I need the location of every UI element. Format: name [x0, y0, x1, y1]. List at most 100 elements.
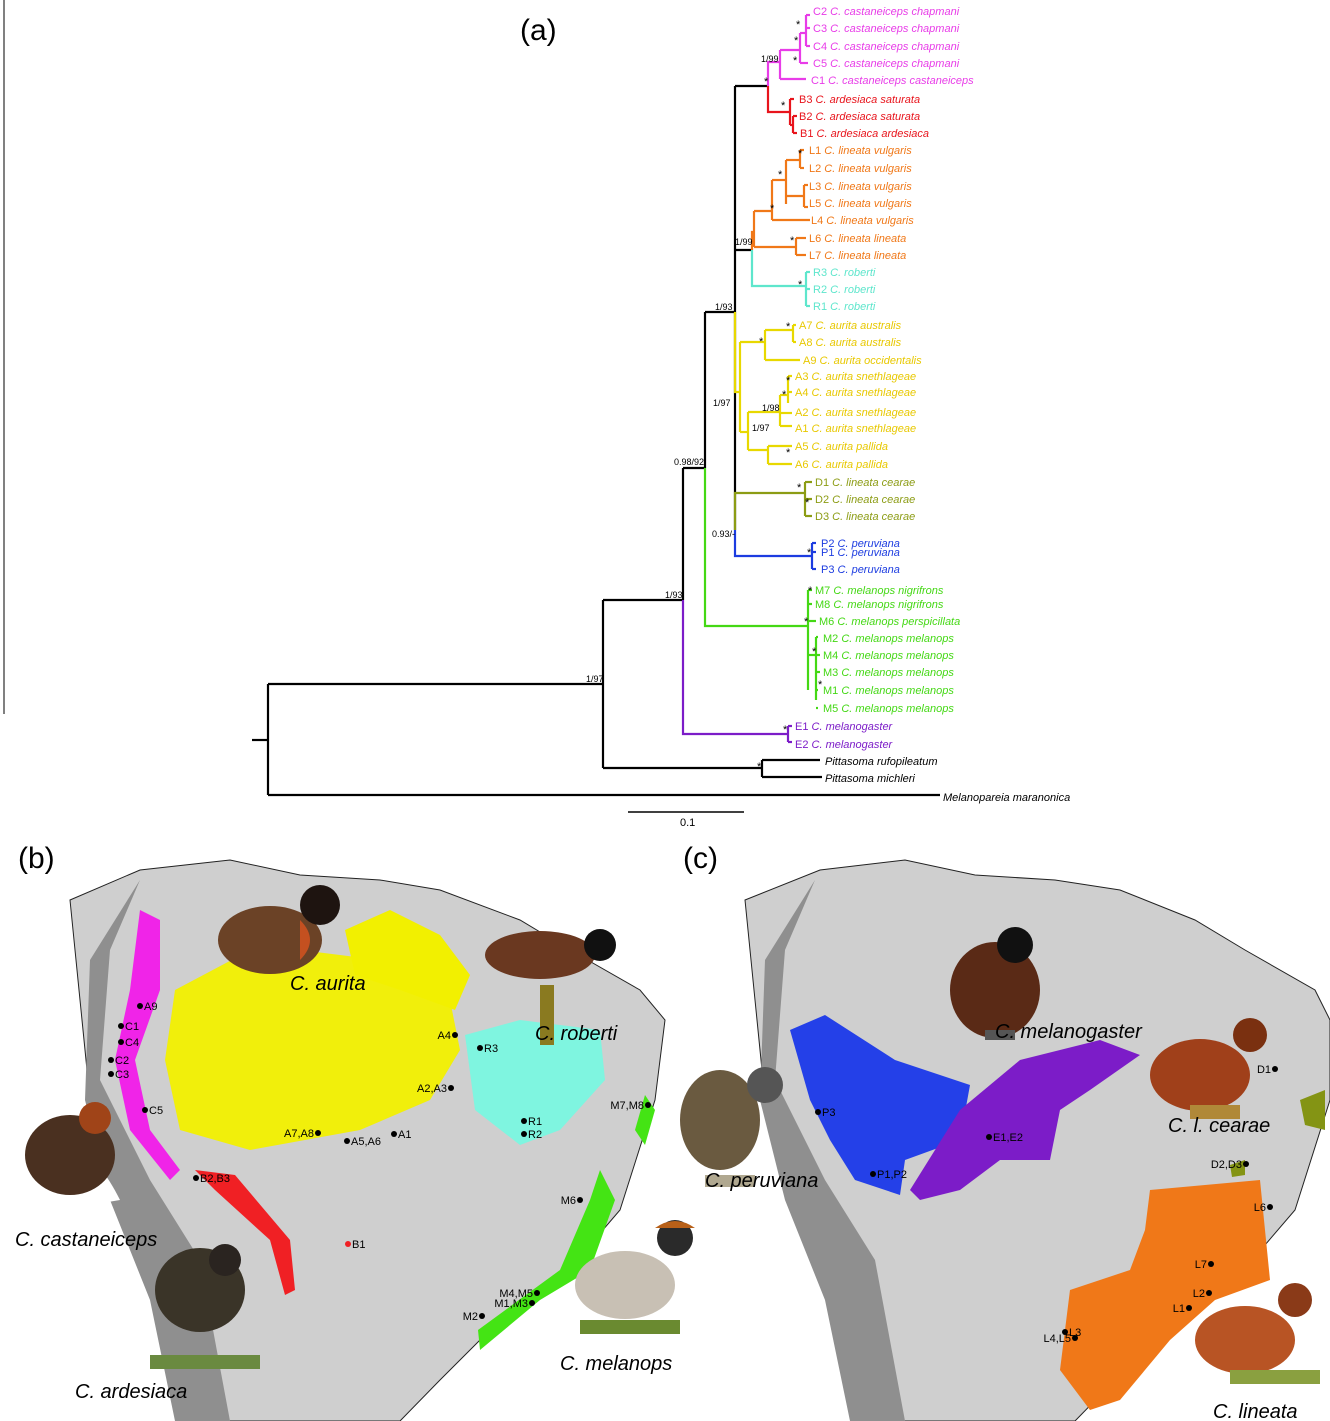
support-labels: 1/99 1/99 1/93 1/97 1/98 1/97 0.98/92 0.93/- 1/9…	[586, 54, 780, 684]
tip-label: C3 C. castaneiceps chapmani	[813, 23, 960, 35]
tip-species: C. melanops melanops	[841, 650, 954, 662]
locality-label: P1,P2	[877, 1169, 907, 1181]
tip-code: D3	[815, 511, 832, 523]
tip-code: M8	[815, 599, 833, 611]
tip-code: L6	[809, 233, 824, 245]
svg-text:*: *	[807, 547, 812, 559]
locality-dot	[521, 1118, 527, 1124]
tip-label: B2 C. ardesiaca saturata	[799, 111, 920, 123]
tip-code: L2	[809, 163, 824, 175]
tip-label: E1 C. melanogaster	[795, 721, 894, 733]
locality-dot	[345, 1241, 351, 1247]
range-melanops-north	[635, 1095, 655, 1145]
locality-label: M2	[463, 1311, 478, 1323]
tip-species: C. castaneiceps chapmani	[830, 58, 960, 70]
tip-code: E2	[795, 739, 812, 751]
locality-dot	[391, 1131, 397, 1137]
svg-text:*: *	[770, 203, 775, 215]
tip-species: C. peruviana	[838, 547, 900, 559]
tip-label: M6 C. melanops perspicillata	[819, 616, 960, 628]
tip-label: D2 C. lineata cearae	[815, 494, 915, 506]
locality-dot	[118, 1023, 124, 1029]
locality-label: E1,E2	[993, 1132, 1023, 1144]
tip-label: D1 C. lineata cearae	[815, 477, 915, 489]
tip-species: C. aurita pallida	[812, 441, 888, 453]
tip-code: C3	[813, 23, 830, 35]
locality-dot	[193, 1175, 199, 1181]
locality-label: L1	[1173, 1303, 1185, 1315]
locality-label: R1	[528, 1116, 542, 1128]
locality-label: M6	[561, 1195, 576, 1207]
tip-code: P2	[821, 538, 838, 550]
map-species-label: C. peruviana	[705, 1170, 818, 1192]
locality-dot	[870, 1171, 876, 1177]
tip-code: L1	[809, 145, 824, 157]
locality-label: B1	[352, 1239, 365, 1251]
locality-label: C1	[125, 1021, 139, 1033]
tip-species: C. aurita snethlageae	[812, 423, 917, 435]
tip-species: C. lineata lineata	[824, 233, 906, 245]
tip-species: C. aurita australis	[816, 337, 902, 349]
tip-code: L7	[809, 250, 824, 262]
bird-illustration-castaneiceps	[25, 1102, 115, 1195]
tip-code: L4	[811, 215, 826, 227]
tip-label: C4 C. castaneiceps chapmani	[813, 41, 960, 53]
tip-code: M6	[819, 616, 837, 628]
tip-code: A6	[795, 459, 812, 471]
tip-code: A4	[795, 387, 812, 399]
svg-text:*: *	[786, 447, 791, 459]
tip-species: C. aurita snethlageae	[812, 407, 917, 419]
tip-species: C. castaneiceps chapmani	[830, 6, 960, 18]
svg-text:*: *	[804, 616, 809, 628]
map-species-label: C. ardesiaca	[75, 1381, 187, 1403]
tip-label: A6 C. aurita pallida	[795, 459, 888, 471]
locality-label: A5,A6	[351, 1136, 381, 1148]
tip-code: M3	[823, 667, 841, 679]
range-roberti	[465, 1020, 605, 1145]
tip-label: B3 C. ardesiaca saturata	[799, 94, 920, 106]
locality-dot	[1208, 1261, 1214, 1267]
tip-species: C. melanops melanops	[841, 633, 954, 645]
locality-dot	[479, 1313, 485, 1319]
locality-dot	[521, 1131, 527, 1137]
tip-species: C. melanops nigrifrons	[833, 599, 944, 611]
tip-species: Melanopareia maranonica	[943, 792, 1070, 804]
locality-dot	[1072, 1335, 1078, 1341]
tip-code: A2	[795, 407, 812, 419]
locality-dot	[142, 1107, 148, 1113]
tip-code: R3	[813, 267, 830, 279]
locality-dot	[1243, 1161, 1249, 1167]
locality-dot	[344, 1138, 350, 1144]
tip-code: M5	[823, 703, 841, 715]
tip-species: C. ardesiaca saturata	[816, 94, 921, 106]
locality-label: L2	[1193, 1288, 1205, 1300]
locality-label: R3	[484, 1043, 498, 1055]
tip-species: C. lineata vulgaris	[824, 145, 912, 157]
tip-label: P2 C. peruviana	[821, 538, 900, 550]
tip-code: B2	[799, 111, 816, 123]
tip-code: P1	[821, 547, 838, 559]
tip-species: C. lineata vulgaris	[826, 215, 914, 227]
tip-code: A8	[799, 337, 816, 349]
tip-code: R1	[813, 301, 830, 313]
locality-dot	[577, 1197, 583, 1203]
tip-label: M4 C. melanops melanops	[823, 650, 954, 662]
locality-label: M4,M5	[499, 1288, 533, 1300]
tip-label: M1 C. melanops melanops	[823, 685, 954, 697]
svg-text:*: *	[782, 389, 787, 401]
locality-label: M1,M3	[494, 1298, 528, 1310]
tip-species: C. castaneiceps chapmani	[830, 23, 960, 35]
tip-species: C. melanops melanops	[841, 703, 954, 715]
locality-label: P3	[822, 1107, 835, 1119]
locality-dot	[1062, 1329, 1068, 1335]
tip-species: C. lineata cearae	[832, 511, 915, 523]
tip-species: C. aurita snethlageae	[812, 371, 917, 383]
scale-bar-label: 0.1	[680, 817, 695, 829]
tip-code: B1	[800, 128, 817, 140]
svg-text:*: *	[783, 724, 788, 736]
tip-label: L5 C. lineata vulgaris	[809, 198, 912, 210]
tip-code: L5	[809, 198, 824, 210]
tip-label: D3 C. lineata cearae	[815, 511, 915, 523]
